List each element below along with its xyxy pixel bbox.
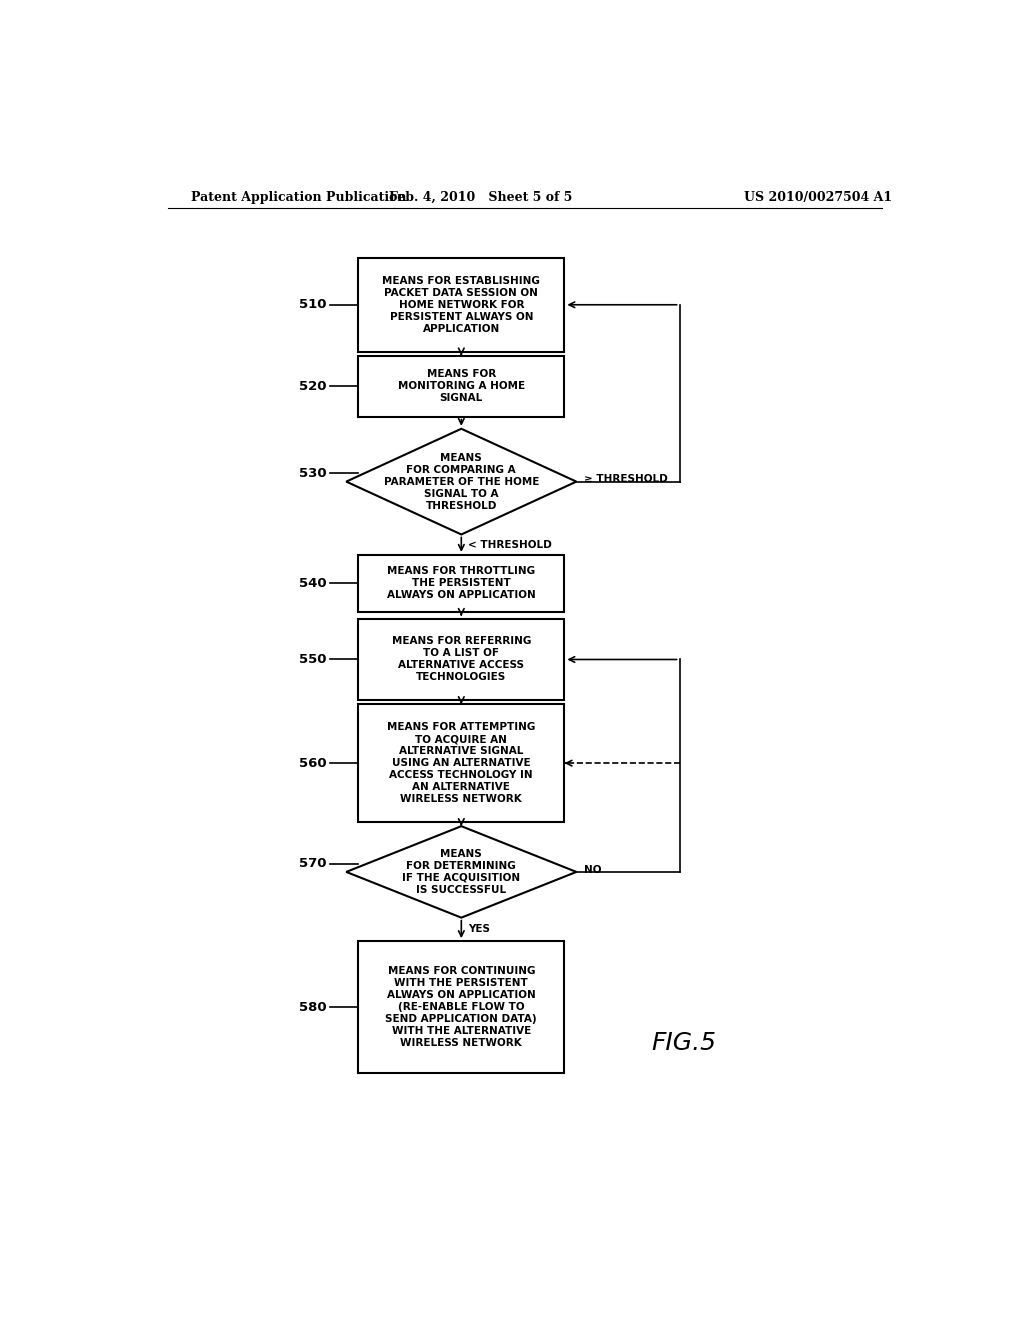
FancyBboxPatch shape (358, 941, 564, 1073)
Text: 570: 570 (299, 857, 327, 870)
Text: MEANS
FOR DETERMINING
IF THE ACQUISITION
IS SUCCESSFUL: MEANS FOR DETERMINING IF THE ACQUISITION… (402, 849, 520, 895)
Text: 510: 510 (299, 298, 327, 312)
Text: 530: 530 (299, 467, 327, 480)
Text: US 2010/0027504 A1: US 2010/0027504 A1 (744, 190, 893, 203)
Text: MEANS FOR ESTABLISHING
PACKET DATA SESSION ON
HOME NETWORK FOR
PERSISTENT ALWAYS: MEANS FOR ESTABLISHING PACKET DATA SESSI… (382, 276, 541, 334)
FancyBboxPatch shape (358, 619, 564, 700)
Text: 550: 550 (299, 653, 327, 667)
Text: MEANS FOR ATTEMPTING
TO ACQUIRE AN
ALTERNATIVE SIGNAL
USING AN ALTERNATIVE
ACCES: MEANS FOR ATTEMPTING TO ACQUIRE AN ALTER… (387, 722, 536, 804)
Polygon shape (346, 429, 577, 535)
Text: FIG.5: FIG.5 (651, 1031, 716, 1055)
FancyBboxPatch shape (358, 554, 564, 611)
FancyBboxPatch shape (358, 257, 564, 351)
FancyBboxPatch shape (358, 704, 564, 822)
Text: Patent Application Publication: Patent Application Publication (191, 190, 407, 203)
Text: MEANS FOR CONTINUING
WITH THE PERSISTENT
ALWAYS ON APPLICATION
(RE-ENABLE FLOW T: MEANS FOR CONTINUING WITH THE PERSISTENT… (385, 966, 538, 1048)
Text: MEANS FOR REFERRING
TO A LIST OF
ALTERNATIVE ACCESS
TECHNOLOGIES: MEANS FOR REFERRING TO A LIST OF ALTERNA… (391, 636, 531, 682)
Polygon shape (346, 826, 577, 917)
Text: MEANS
FOR COMPARING A
PARAMETER OF THE HOME
SIGNAL TO A
THRESHOLD: MEANS FOR COMPARING A PARAMETER OF THE H… (384, 453, 539, 511)
Text: MEANS FOR
MONITORING A HOME
SIGNAL: MEANS FOR MONITORING A HOME SIGNAL (397, 370, 525, 403)
Text: < THRESHOLD: < THRESHOLD (468, 540, 551, 549)
FancyBboxPatch shape (358, 355, 564, 417)
Text: Feb. 4, 2010   Sheet 5 of 5: Feb. 4, 2010 Sheet 5 of 5 (389, 190, 572, 203)
Text: 560: 560 (299, 756, 327, 770)
Text: 520: 520 (299, 380, 327, 392)
Text: MEANS FOR THROTTLING
THE PERSISTENT
ALWAYS ON APPLICATION: MEANS FOR THROTTLING THE PERSISTENT ALWA… (387, 566, 536, 601)
Text: 580: 580 (299, 1001, 327, 1014)
Text: 540: 540 (299, 577, 327, 590)
Text: ≥ THRESHOLD: ≥ THRESHOLD (585, 474, 668, 483)
Text: YES: YES (468, 924, 489, 935)
Text: NO: NO (585, 865, 602, 875)
